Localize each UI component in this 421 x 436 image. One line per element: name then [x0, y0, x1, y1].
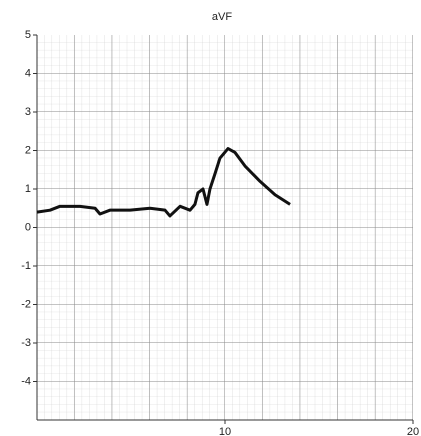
- ecg-trace: [36, 147, 291, 218]
- x-tick-label: 20: [407, 426, 419, 436]
- y-tick-label: -2: [21, 298, 31, 310]
- y-tick-label: 4: [25, 67, 31, 79]
- y-tick-label: 0: [25, 221, 31, 233]
- chart-title: aVF: [212, 11, 232, 23]
- y-tick-label: -3: [21, 337, 31, 349]
- y-tick-label: -1: [21, 260, 31, 272]
- y-tick-label: -4: [21, 375, 31, 387]
- y-tick-label: 3: [25, 106, 31, 118]
- y-tick-label: 1: [25, 183, 31, 195]
- x-tick-label: 10: [219, 426, 231, 436]
- y-tick-label: 2: [25, 144, 31, 156]
- y-tick-label: 5: [25, 29, 31, 41]
- paper-grid-major: [37, 35, 413, 420]
